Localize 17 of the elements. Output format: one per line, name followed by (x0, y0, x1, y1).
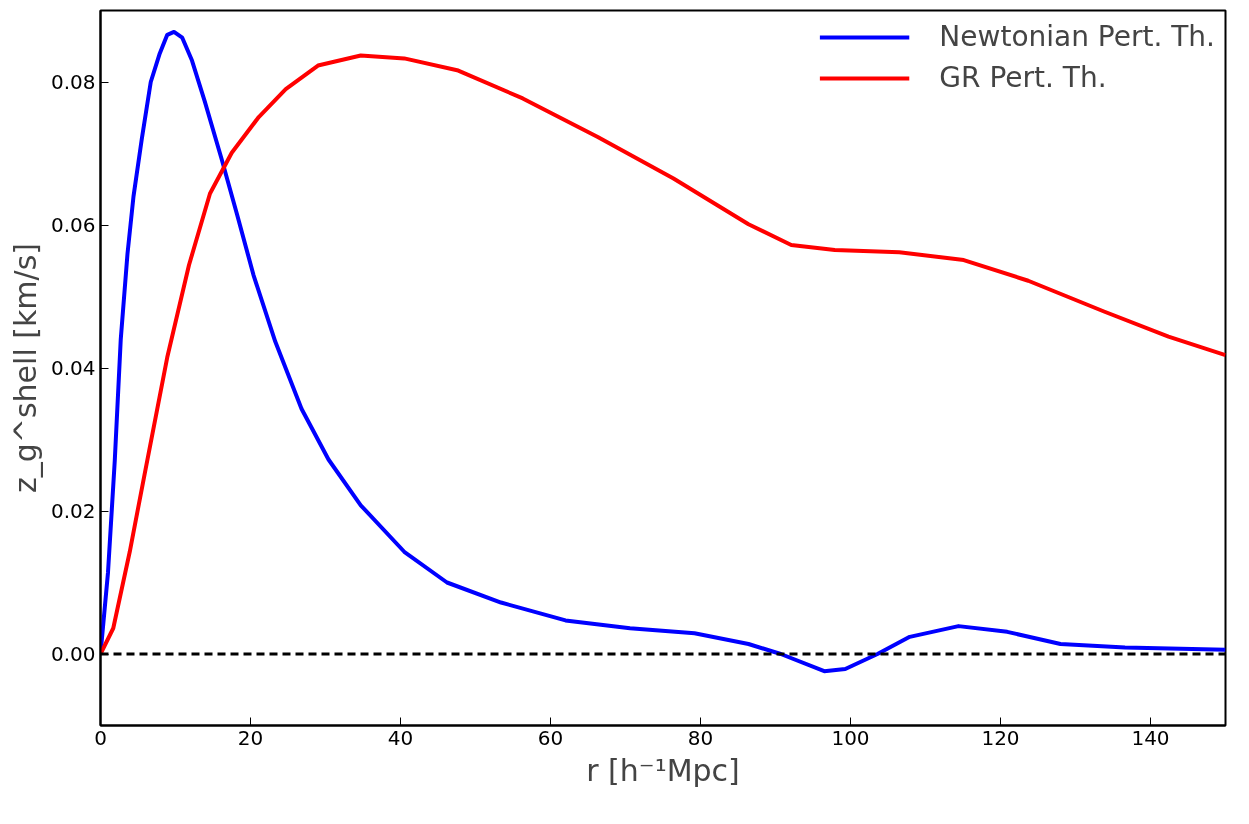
x-tick-label: 140 (1131, 725, 1170, 750)
y-axis-title: z_g^shell [km/s] (7, 243, 43, 493)
y-tick-label: 0.04 (50, 356, 96, 380)
y-tick-label: 0.06 (50, 213, 96, 237)
x-tick-label: 20 (237, 725, 264, 750)
x-tick-label: 0 (94, 725, 107, 750)
x-tick-label: 40 (387, 725, 414, 750)
x-tick-label: 60 (537, 725, 564, 750)
x-tick-label: 100 (831, 725, 870, 750)
y-tick-label: 0.02 (50, 499, 96, 523)
x-tick-label: 80 (687, 725, 714, 750)
legend-label: Newtonian Pert. Th. (939, 20, 1215, 53)
x-axis-title: r [h⁻¹Mpc] (586, 752, 740, 788)
legend-label: GR Pert. Th. (939, 61, 1107, 94)
y-tick-label: 0.00 (50, 642, 96, 666)
y-tick-label: 0.08 (50, 70, 96, 94)
x-tick-label: 120 (981, 725, 1020, 750)
